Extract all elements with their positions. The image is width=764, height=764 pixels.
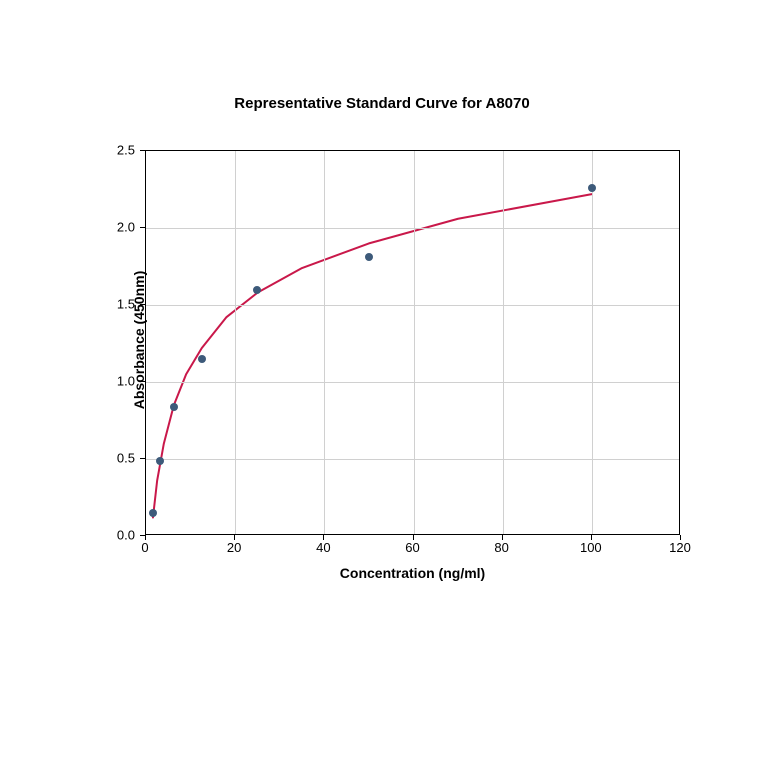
grid-line-vertical: [503, 151, 504, 534]
data-point: [198, 355, 206, 363]
x-tick-label: 0: [141, 540, 148, 555]
grid-line-horizontal: [146, 459, 679, 460]
grid-line-vertical: [324, 151, 325, 534]
data-point: [365, 253, 373, 261]
grid-line-horizontal: [146, 228, 679, 229]
grid-line-vertical: [592, 151, 593, 534]
y-tick-mark: [140, 381, 145, 382]
y-tick-label: 2.0: [95, 220, 135, 235]
data-point: [170, 403, 178, 411]
x-tick-label: 100: [580, 540, 602, 555]
grid-line-vertical: [414, 151, 415, 534]
data-point: [253, 286, 261, 294]
x-tick-label: 40: [316, 540, 330, 555]
chart-container: Representative Standard Curve for A8070 …: [50, 140, 714, 620]
y-tick-label: 1.0: [95, 374, 135, 389]
chart-title: Representative Standard Curve for A8070: [50, 95, 714, 112]
y-tick-mark: [140, 150, 145, 151]
y-tick-mark: [140, 304, 145, 305]
y-tick-label: 1.5: [95, 297, 135, 312]
x-tick-label: 20: [227, 540, 241, 555]
x-tick-label: 120: [669, 540, 691, 555]
curve-svg: [146, 151, 679, 534]
y-tick-label: 0.0: [95, 528, 135, 543]
x-tick-label: 80: [494, 540, 508, 555]
data-point: [149, 509, 157, 517]
data-point: [588, 184, 596, 192]
y-tick-label: 2.5: [95, 143, 135, 158]
grid-line-vertical: [235, 151, 236, 534]
grid-line-horizontal: [146, 305, 679, 306]
plot-area: [145, 150, 680, 535]
data-point: [156, 457, 164, 465]
x-axis-label: Concentration (ng/ml): [145, 565, 680, 581]
fitted-curve: [153, 194, 592, 517]
x-tick-label: 60: [405, 540, 419, 555]
y-tick-label: 0.5: [95, 451, 135, 466]
y-tick-mark: [140, 227, 145, 228]
grid-line-horizontal: [146, 382, 679, 383]
y-tick-mark: [140, 458, 145, 459]
y-tick-mark: [140, 535, 145, 536]
